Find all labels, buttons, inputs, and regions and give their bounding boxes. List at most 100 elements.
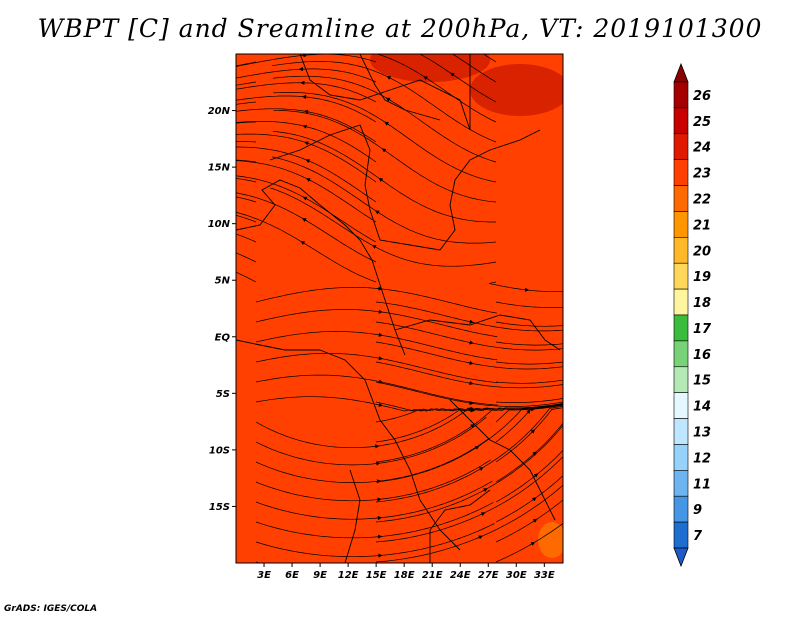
colorbar-label: 24 [693, 141, 711, 156]
streamline-arrow [482, 488, 488, 493]
streamline [495, 361, 563, 365]
colorbar-label: 15 [693, 374, 711, 389]
colorbar-swatch [673, 366, 689, 393]
country-borders [236, 54, 561, 563]
streamline-arrow [302, 124, 308, 129]
streamline-arrow [470, 424, 475, 429]
streamline [495, 321, 563, 327]
streamline-arrow [375, 210, 380, 215]
streamline-arrow [302, 218, 308, 223]
streamline-arrow [300, 241, 306, 246]
streamline [236, 233, 257, 243]
streamline [255, 480, 493, 520]
streamline-arrow [530, 541, 536, 546]
colorbar-label: 26 [693, 89, 711, 104]
colorbar-label: 22 [693, 193, 711, 208]
streamline-arrow [305, 159, 311, 164]
colorbar-swatch [673, 133, 689, 160]
streamline [495, 301, 563, 308]
streamline [236, 61, 257, 67]
streamline-arrow [526, 409, 531, 414]
streamline-arrow [378, 177, 384, 183]
streamline-arrow [469, 408, 475, 413]
lon-tick-label: 15E [366, 570, 387, 581]
streamline [255, 502, 494, 539]
colorbar-label: 9 [693, 503, 702, 518]
streamline [451, 54, 497, 83]
longitude-axis: 3E 6E 9E 12E 15E 18E 21E 24E 27E 30E 33E [257, 563, 555, 581]
colorbar-swatch [673, 340, 689, 368]
streamline-arrow [423, 76, 429, 81]
streamline [255, 459, 491, 502]
streamline [375, 424, 563, 523]
streamline-arrow [468, 381, 474, 386]
streamline [495, 379, 563, 384]
lon-tick-label: 21E [422, 570, 443, 581]
colorbar-top-cap [673, 62, 689, 83]
streamline [482, 54, 497, 63]
colorbar-swatch [673, 81, 689, 109]
colorbar-label: 19 [693, 270, 711, 285]
colorbar-swatch [673, 495, 689, 523]
map-frame [235, 53, 564, 564]
cool-patch-southeast [538, 522, 563, 558]
streamline [236, 215, 257, 223]
lon-tick-label: 3E [257, 570, 271, 581]
streamline [495, 404, 563, 423]
lat-tick-label: 15S [209, 502, 230, 513]
lat-tick-label: 10N [208, 219, 231, 230]
streamline-arrow [530, 429, 536, 434]
lon-tick-label: 30E [506, 570, 527, 581]
map-title: WBPT [C] and Sreamline at 200hPa, VT: 20… [37, 14, 763, 43]
streamline [255, 416, 487, 466]
streamline-arrow [377, 379, 384, 384]
lat-tick-label: 20N [208, 106, 231, 117]
colorbar-label: 7 [693, 529, 703, 544]
streamline [495, 398, 563, 403]
streamline-arrow [468, 360, 474, 365]
latitude-axis: 20N 15N 10N 5N EQ 5S 10S 15S [208, 106, 236, 513]
streamline [255, 287, 498, 314]
streamline-arrow [377, 402, 384, 407]
lat-tick-label: 5S [216, 389, 230, 400]
lon-tick-label: 33E [534, 570, 555, 581]
streamline-arrow [474, 445, 480, 450]
colorbar-label: 23 [693, 167, 711, 182]
streamline-arrow [377, 356, 384, 361]
streamline-arrow [304, 141, 310, 146]
streamline-arrow [478, 467, 484, 472]
colorbar-swatch [673, 444, 689, 471]
lon-tick-label: 6E [285, 570, 299, 581]
streamline [236, 121, 257, 124]
colorbar-label: 20 [693, 244, 711, 259]
colorbar-label: 16 [693, 348, 711, 363]
colorbar-label: 14 [693, 400, 711, 415]
colorbar-label: 17 [693, 322, 712, 337]
lon-tick-label: 12E [338, 570, 359, 581]
streamline-arrow [532, 451, 537, 456]
colorbar-label: 18 [693, 296, 711, 311]
streamline-arrow [385, 97, 391, 102]
colorbar-label: 25 [693, 115, 711, 130]
colorbar-swatch [673, 288, 689, 316]
streamline [236, 121, 377, 163]
streamline [255, 374, 498, 406]
streamline [375, 456, 563, 543]
colorbar-swatch [673, 392, 689, 419]
streamline-arrow [477, 535, 483, 540]
streamline-arrow [306, 178, 312, 183]
streamline-arrow [371, 245, 377, 249]
streamline-arrow [533, 473, 539, 478]
streamline [236, 101, 257, 105]
lat-tick-label: 5N [215, 276, 231, 287]
streamline [236, 159, 257, 163]
streamline [236, 178, 257, 183]
streamlines [236, 54, 563, 563]
streamline-arrow [466, 407, 472, 412]
warm-patch-northeast [470, 64, 563, 116]
colorbar-swatch [673, 185, 689, 212]
lon-tick-label: 9E [313, 570, 327, 581]
lon-tick-label: 18E [394, 570, 415, 581]
streamline [255, 309, 498, 337]
